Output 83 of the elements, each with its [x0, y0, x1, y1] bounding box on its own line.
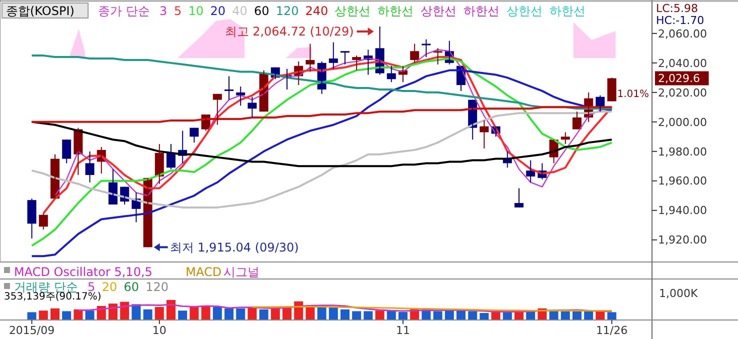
bar	[607, 312, 616, 320]
text: MACD	[186, 265, 222, 279]
bar	[364, 311, 373, 320]
bar	[166, 300, 176, 320]
annotation: 상한선	[506, 4, 543, 18]
bar	[212, 307, 222, 320]
x-tick-label: 2015/09	[8, 324, 55, 337]
bar	[143, 309, 152, 320]
candlestick	[224, 76, 234, 100]
y-tick-label: 2,040.00	[658, 56, 707, 70]
text: 120	[146, 280, 169, 294]
x-tick-label: 11	[396, 324, 410, 337]
candlestick	[248, 96, 257, 118]
annotation: 353,139주(90.17%)	[4, 292, 102, 302]
bar	[62, 311, 72, 320]
x-tick-label: 10	[152, 324, 166, 337]
bar	[328, 307, 338, 320]
bar	[224, 308, 234, 320]
bar	[456, 310, 466, 320]
candlestick	[85, 150, 94, 183]
text: 60	[124, 280, 140, 294]
annotation: 상한선	[334, 4, 371, 18]
bar	[50, 308, 60, 320]
annotation: 최고 2,064.72 (10/29)	[224, 24, 354, 39]
y-tick-label: 1,980.00	[658, 145, 707, 158]
candlestick	[328, 42, 338, 70]
text: 10	[188, 4, 204, 18]
bar	[236, 308, 246, 320]
text: HC:-1.70	[656, 14, 704, 27]
annotation: 하한선	[550, 4, 586, 18]
bar	[502, 312, 512, 320]
x-tick-label: 11/26	[596, 324, 628, 337]
candlestick	[340, 50, 350, 65]
chart-title: 종합(KOSPI)	[6, 4, 74, 18]
candlestick	[514, 188, 524, 208]
bar	[178, 310, 188, 320]
annotation: 상한선	[420, 4, 457, 18]
text: 시그널	[223, 265, 260, 279]
y-tick-label: 2,020.00	[658, 86, 707, 100]
bar	[398, 312, 408, 320]
bar	[340, 309, 350, 320]
y-tick-label: 2,000.00	[658, 116, 707, 129]
annotation: 하한선	[378, 4, 414, 18]
candlestick	[212, 93, 222, 126]
bar	[27, 312, 36, 320]
bar	[375, 310, 384, 320]
y-tick-label: 1,920.00	[658, 234, 707, 247]
bar	[560, 311, 570, 320]
candlestick	[306, 43, 315, 72]
bar	[85, 310, 94, 320]
bar	[352, 311, 362, 320]
bar	[154, 307, 164, 320]
text: 40	[232, 4, 248, 18]
text: 240	[305, 4, 328, 18]
text: MACD Oscillator 5,10,5	[14, 265, 152, 279]
text: LC:5.98	[656, 2, 698, 15]
annotation: 최저 1,915.04 (09/30)	[170, 240, 299, 254]
text: 20	[102, 280, 118, 294]
y-tick-label: 1,960.00	[658, 174, 707, 188]
bar	[572, 311, 582, 320]
annotation: 하한선	[464, 4, 500, 18]
bar	[259, 309, 268, 320]
bar	[584, 311, 594, 320]
bar	[480, 313, 489, 320]
annotation: 1.01%	[617, 88, 649, 100]
y-tick-label: 2,060.00	[658, 27, 707, 40]
text: 120	[276, 4, 299, 18]
bar	[433, 311, 442, 320]
bar	[468, 311, 478, 320]
candlestick	[560, 132, 570, 145]
text: 2,029.6	[658, 72, 700, 86]
legend-title: 종가 단순	[98, 4, 150, 18]
text: 60	[254, 4, 270, 18]
text: 1,000K	[659, 286, 698, 300]
text: 3	[160, 4, 168, 18]
bar	[38, 310, 48, 320]
candlestick	[352, 55, 362, 71]
text: 20	[210, 4, 226, 18]
y-tick-label: 1,940.00	[658, 204, 707, 218]
candlestick	[62, 139, 72, 164]
line-series	[30, 120, 613, 168]
text: 5	[174, 4, 182, 18]
bar	[190, 307, 199, 320]
